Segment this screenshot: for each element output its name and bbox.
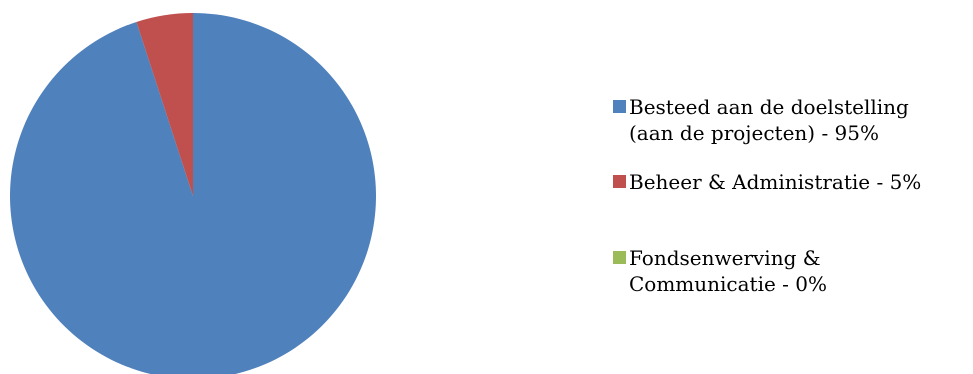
legend-item-doelstelling: Besteed aan de doelstelling (aan de proj… [613, 94, 909, 146]
pie-slice-doelstelling [10, 13, 376, 374]
legend-label-doelstelling: Besteed aan de doelstelling (aan de proj… [629, 95, 909, 145]
legend-label-beheer: Beheer & Administratie - 5% [629, 170, 922, 194]
legend-item-beheer: Beheer & Administratie - 5% [613, 169, 921, 195]
legend-label-fondsenwerving: Fondsenwerving & Communicatie - 0% [629, 246, 828, 296]
legend-swatch-fondsenwerving [613, 251, 626, 264]
pie-chart [10, 13, 376, 374]
pie-slice-beheer [136, 13, 193, 196]
legend-item-fondsenwerving: Fondsenwerving & Communicatie - 0% [613, 245, 827, 297]
legend-swatch-doelstelling [613, 100, 626, 113]
legend-swatch-beheer [613, 175, 626, 188]
